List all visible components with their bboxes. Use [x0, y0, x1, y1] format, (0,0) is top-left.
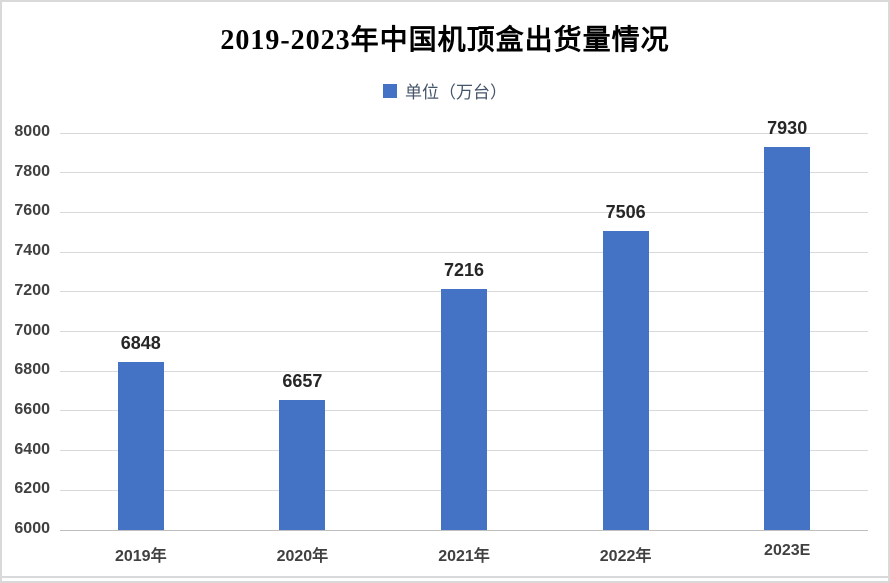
y-axis-tick-label: 7800: [14, 162, 50, 180]
y-axis-tick-label: 6800: [14, 361, 50, 379]
x-axis-tick-label: 2022年: [599, 548, 652, 565]
gridline: [60, 211, 868, 213]
x-axis-tick-label: 2023E: [764, 542, 811, 559]
bar: [764, 146, 811, 530]
y-axis-tick-label: 7600: [14, 202, 50, 220]
y-axis-tick-label: 6600: [14, 400, 50, 418]
gridline: [60, 251, 868, 253]
legend-marker-square-icon: [383, 83, 397, 98]
gridline: [60, 172, 868, 174]
y-axis-tick-label: 8000: [14, 123, 50, 140]
legend: 单位（万台）: [2, 78, 888, 103]
legend-label: 单位（万台）: [405, 83, 507, 102]
bar: [279, 399, 326, 530]
x-axis-tick-label: 2021年: [438, 548, 490, 565]
chart-title: 2019-2023年中国机顶盒出货量情况: [220, 25, 670, 56]
x-axis-tick-label: 2019年: [114, 548, 167, 565]
bar-value-label: 6657: [282, 370, 323, 391]
bottom-divider: [2, 576, 888, 578]
y-axis-tick-label: 6000: [14, 520, 50, 537]
y-axis-tick-label: 6200: [14, 480, 50, 498]
gridline: [60, 132, 868, 134]
y-axis-tick-label: 7200: [14, 281, 50, 299]
plot-area: 6848 6657 7216 7506 7930: [60, 118, 868, 531]
y-axis-tick-label: 6400: [14, 440, 50, 458]
y-axis-tick-label: 7400: [14, 242, 50, 260]
gridline: [60, 529, 868, 531]
bar: [602, 231, 649, 530]
bar: [117, 361, 164, 530]
bar-value-label: 7930: [767, 117, 808, 138]
y-axis-tick-label: 7000: [14, 321, 50, 339]
bar-value-label: 6848: [120, 332, 161, 353]
bar-value-label: 7216: [443, 259, 485, 280]
bar: [441, 288, 487, 530]
bar-value-label: 7506: [605, 202, 646, 223]
x-axis-tick-label: 2020年: [276, 548, 329, 565]
